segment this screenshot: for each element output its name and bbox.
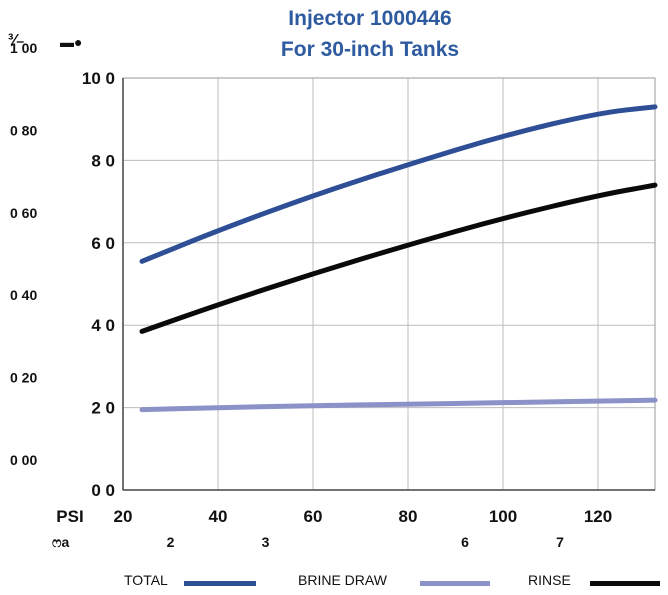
chart-title-line1: Injector 1000446 bbox=[288, 7, 452, 30]
y-tick-label-outer: 0 40 bbox=[10, 287, 37, 303]
legend-label-brine-draw: BRINE DRAW bbox=[298, 572, 387, 588]
x-tick-label: 120 bbox=[584, 507, 612, 526]
legend-label-total: TOTAL bbox=[124, 572, 168, 588]
series-line-brine-draw bbox=[139, 397, 658, 413]
chart-title-line2: For 30-inch Tanks bbox=[280, 38, 460, 61]
corner-mark-right: ▬● bbox=[60, 34, 83, 50]
series-line-rinse bbox=[139, 182, 658, 334]
corner-mark-left: ³⁄₋ bbox=[8, 32, 25, 49]
x-axis-label: PSI bbox=[56, 507, 83, 526]
secondary-row-label: ෆa bbox=[52, 534, 69, 550]
y-tick-label: 4 0 bbox=[91, 316, 115, 335]
secondary-tick-label: 6 bbox=[461, 534, 469, 550]
y-tick-label: 2 0 bbox=[91, 399, 115, 418]
legend-swatch-brine-draw bbox=[420, 581, 490, 586]
x-tick-label: 60 bbox=[304, 507, 323, 526]
series-line-total bbox=[139, 104, 658, 264]
y-tick-label-outer: 1 00 bbox=[10, 40, 37, 56]
legend-swatch-total bbox=[184, 581, 256, 586]
y-tick-label-outer: 0 00 bbox=[10, 452, 37, 468]
y-tick-label: 10 0 bbox=[82, 69, 115, 88]
secondary-tick-label: 2 bbox=[167, 534, 175, 550]
y-tick-label-outer: 0 60 bbox=[10, 205, 37, 221]
y-tick-label-outer: 0 20 bbox=[10, 370, 37, 386]
y-tick-label: 0 0 bbox=[91, 481, 115, 500]
x-tick-label: 40 bbox=[209, 507, 228, 526]
legend-label-rinse: RINSE bbox=[528, 572, 571, 588]
y-tick-label-outer: 0 80 bbox=[10, 122, 37, 138]
x-tick-label: 100 bbox=[489, 507, 517, 526]
x-tick-label: 80 bbox=[399, 507, 418, 526]
y-tick-label: 8 0 bbox=[91, 151, 115, 170]
y-tick-label: 6 0 bbox=[91, 234, 115, 253]
x-tick-label: 20 bbox=[114, 507, 133, 526]
secondary-tick-label: 7 bbox=[556, 534, 564, 550]
secondary-tick-label: 3 bbox=[262, 534, 270, 550]
plot-frame bbox=[122, 77, 656, 491]
legend-swatch-rinse bbox=[590, 581, 660, 586]
